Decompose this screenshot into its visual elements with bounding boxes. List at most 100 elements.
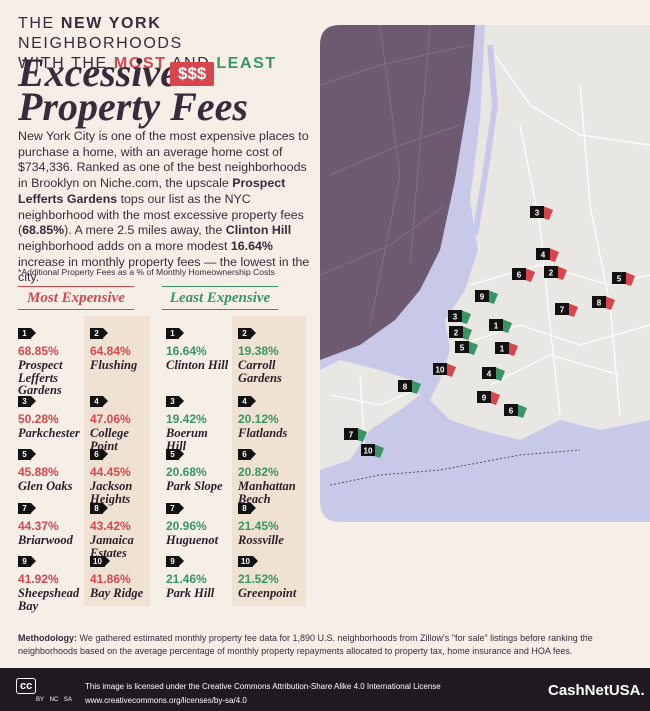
neighborhood: Clinton Hill xyxy=(166,358,229,372)
neighborhood: Prospect Lefferts Gardens xyxy=(18,358,63,397)
text: NC xyxy=(49,697,59,703)
marker-badge xyxy=(504,404,518,416)
marker-label: 1 xyxy=(500,345,505,354)
rank-badge: 3 xyxy=(166,396,184,407)
percent: 19.42% xyxy=(166,412,207,426)
list-heading: Most Expensive xyxy=(18,286,134,310)
neighborhood: Jackson Heights xyxy=(90,479,133,506)
percent: 20.96% xyxy=(166,519,207,533)
headline: Excessive xyxy=(18,50,178,95)
marker-badge xyxy=(361,444,375,456)
rank-badge: 9 xyxy=(166,556,184,567)
rank-badge: 10 xyxy=(238,556,258,567)
neighborhood: Carroll Gardens xyxy=(238,358,282,385)
percent: 20.82% xyxy=(238,465,279,479)
text: www.creativecommons.org/licenses/by-sa/4… xyxy=(85,696,247,705)
cc-icon: cc xyxy=(16,678,37,694)
footer: cc BY NC SA This image is licensed under… xyxy=(0,668,650,711)
neighborhood: College Point xyxy=(90,426,129,453)
marker-badge xyxy=(612,272,626,284)
neighborhood: Park Hill xyxy=(166,586,215,600)
percent: 16.64% xyxy=(166,344,207,358)
text: SA xyxy=(63,697,72,703)
marker-label: 2 xyxy=(549,269,554,278)
list-item: 10 21.52% Greenpoint xyxy=(238,551,302,600)
marker-badge xyxy=(592,296,606,308)
text: NEW YORK xyxy=(60,15,162,32)
neighborhood: Huguenot xyxy=(166,533,219,547)
rank-badge: 1 xyxy=(18,328,36,339)
area-marker xyxy=(502,319,512,333)
marker-badge xyxy=(448,310,462,322)
percent: 45.88% xyxy=(18,465,59,479)
marker-label: 4 xyxy=(541,251,546,260)
marker-label: 8 xyxy=(403,383,408,392)
rank-badge: 8 xyxy=(238,503,256,514)
list-heading: Least Expensive xyxy=(162,286,278,310)
text: 16.64% xyxy=(230,238,273,253)
area-marker xyxy=(605,296,615,310)
neighborhood: Boerum Hill xyxy=(166,426,208,453)
text: 68.85% xyxy=(22,223,65,238)
list-item: 2 64.84% Flushing xyxy=(90,323,154,372)
area-marker xyxy=(543,206,553,220)
list-item: 2 19.38% Carroll Gardens xyxy=(238,323,302,384)
rank-badge: 2 xyxy=(90,328,108,339)
neighborhood: Manhattan Beach xyxy=(238,479,296,506)
license: This image is licensed under the Creativ… xyxy=(85,680,441,708)
list-item: 1 16.64% Clinton Hill xyxy=(166,323,230,372)
rank-badge: 7 xyxy=(166,503,184,514)
area-marker xyxy=(490,391,500,405)
rank-badge: 4 xyxy=(238,396,256,407)
marker-label: 10 xyxy=(436,366,445,375)
marker-label: 7 xyxy=(560,306,565,315)
percent: 41.92% xyxy=(18,572,59,586)
neighborhood: Bay Ridge xyxy=(90,586,144,600)
percent: 19.38% xyxy=(238,344,279,358)
marker-badge xyxy=(482,367,496,379)
text: neighborhood adds on a more modest xyxy=(18,238,231,253)
percent: 44.37% xyxy=(18,519,59,533)
text: Prospect Lefferts Gardens xyxy=(18,176,286,206)
marker-label: 5 xyxy=(617,275,622,284)
neighborhood: Flatlands xyxy=(238,426,288,440)
rank-badge: 8 xyxy=(90,503,108,514)
neighborhood: Sheepshead Bay xyxy=(18,586,80,613)
percent: 47.06% xyxy=(90,412,131,426)
area-marker xyxy=(462,326,472,340)
marker-badge xyxy=(544,266,558,278)
marker-badge xyxy=(555,303,569,315)
rank-badge: 7 xyxy=(18,503,36,514)
marker-label: 6 xyxy=(517,271,522,280)
text: This image is licensed under the Creativ… xyxy=(85,682,441,691)
marker-label: 3 xyxy=(535,209,540,218)
neighborhood: Flushing xyxy=(90,358,138,372)
text: MOST xyxy=(113,55,167,72)
marker-badge xyxy=(398,380,412,392)
percent: 21.52% xyxy=(238,572,279,586)
list-item: 7 44.37% Briarwood xyxy=(18,498,82,547)
text: NEIGHBORHOODS xyxy=(18,35,183,52)
percent: 64.84% xyxy=(90,344,131,358)
list-item: 1 68.85% Prospect Lefferts Gardens xyxy=(18,323,82,397)
area-marker xyxy=(468,341,478,355)
rank-badge: 10 xyxy=(90,556,110,567)
list-item: 3 19.42% Boerum Hill xyxy=(166,391,230,452)
area-marker xyxy=(625,272,635,286)
marker-badge xyxy=(433,363,447,375)
list-item: 4 20.12% Flatlands xyxy=(238,391,302,440)
rank-badge: 6 xyxy=(238,449,256,460)
area-marker xyxy=(374,444,384,458)
marker-badge xyxy=(512,268,526,280)
percent: 68.85% xyxy=(18,344,59,358)
neighborhood: Briarwood xyxy=(18,533,73,547)
text: LEAST xyxy=(216,55,277,72)
percent: 41.86% xyxy=(90,572,131,586)
text: THE xyxy=(18,15,61,32)
area-marker xyxy=(488,290,498,304)
area-marker xyxy=(549,248,559,262)
area-marker xyxy=(557,266,567,280)
marker-label: 10 xyxy=(364,447,373,456)
